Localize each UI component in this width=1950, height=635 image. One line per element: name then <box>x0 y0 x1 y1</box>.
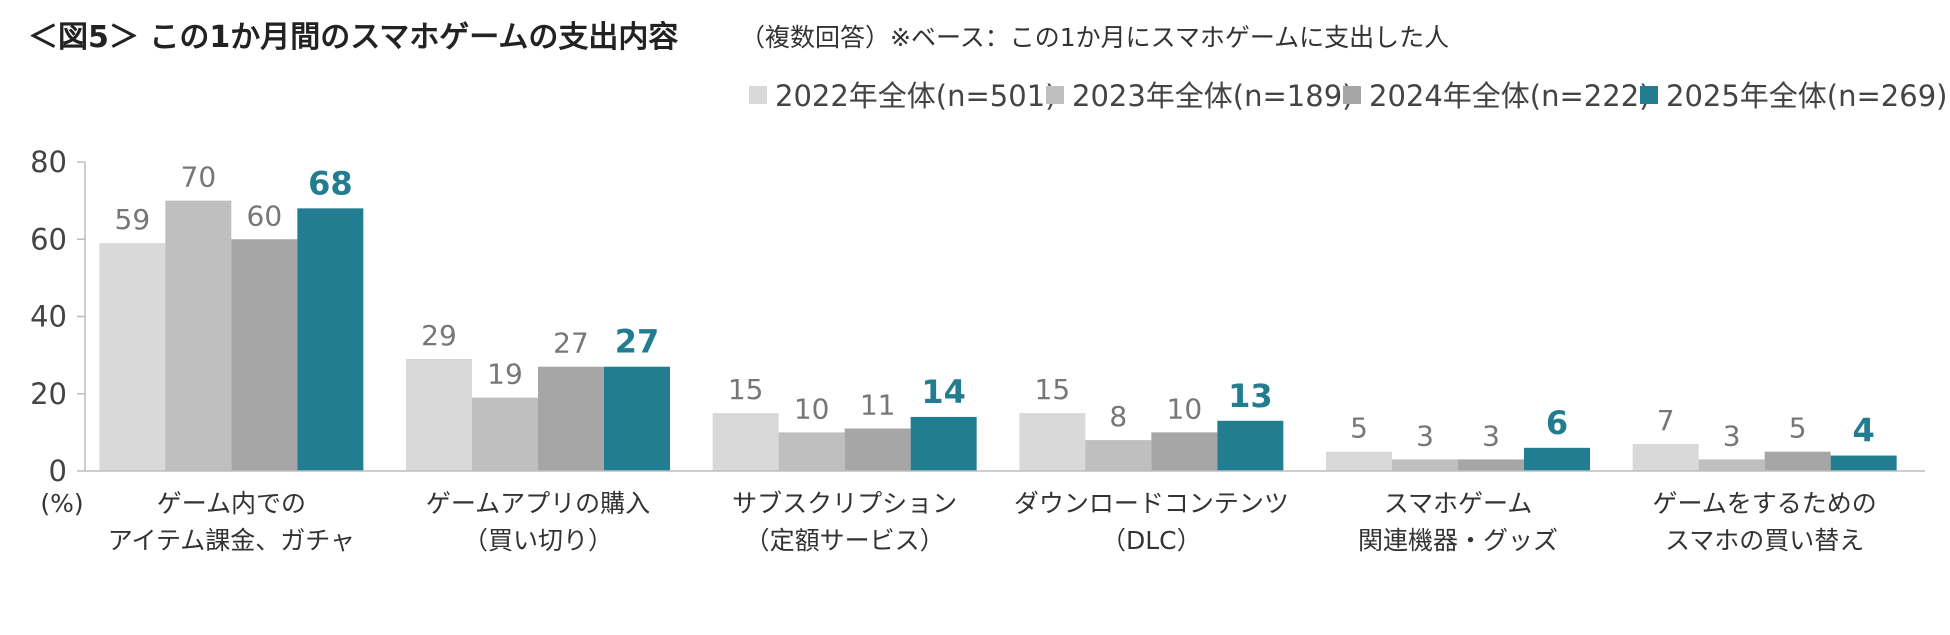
x-category-label: （DLC） <box>1101 526 1202 555</box>
y-tick-label: 80 <box>30 145 67 179</box>
bar <box>1217 420 1284 471</box>
bar <box>538 366 604 471</box>
bar <box>844 428 911 471</box>
y-tick-label: 0 <box>49 454 67 488</box>
data-label: 29 <box>421 319 457 352</box>
chart-title: ＜図5＞ この1か月間のスマホゲームの支出内容 <box>28 20 679 55</box>
y-tick-label: 20 <box>30 377 67 411</box>
x-category-label: 関連機器・グッズ <box>1358 526 1558 555</box>
data-label: 60 <box>247 199 283 232</box>
bar <box>1632 443 1699 471</box>
data-label: 19 <box>487 358 523 391</box>
data-label: 5 <box>1789 412 1807 445</box>
data-label: 27 <box>553 327 589 360</box>
data-label: 3 <box>1723 419 1741 452</box>
bar <box>406 358 472 471</box>
x-category-label: スマホゲーム <box>1384 489 1533 518</box>
chart-subtitle: （複数回答）※ベース：この1か月にスマホゲームに支出した人 <box>740 23 1450 52</box>
x-category-label: ゲーム内での <box>157 489 306 518</box>
bar <box>778 432 845 471</box>
y-axis-label: (%) <box>40 489 83 518</box>
data-label: 3 <box>1482 419 1500 452</box>
data-label: 70 <box>181 161 217 194</box>
bar <box>604 366 670 471</box>
data-label: 11 <box>860 389 896 422</box>
bar <box>1458 459 1524 471</box>
data-label: 6 <box>1546 404 1568 442</box>
x-category-label: （買い切り） <box>463 526 613 555</box>
legend-swatch <box>1046 86 1064 104</box>
y-tick-label: 60 <box>30 222 67 256</box>
legend-swatch <box>749 86 767 104</box>
data-label: 15 <box>1035 373 1071 406</box>
data-label: 8 <box>1109 400 1127 433</box>
data-label: 10 <box>794 392 830 425</box>
bar <box>1698 459 1765 471</box>
bar <box>472 397 538 471</box>
data-label: 3 <box>1416 419 1434 452</box>
bar <box>1326 451 1392 471</box>
legend-label: 2025年全体(n=269) <box>1666 79 1947 113</box>
x-category-label: ダウンロードコンテンツ <box>1014 489 1289 518</box>
data-label: 4 <box>1853 412 1875 450</box>
data-label: 10 <box>1167 392 1203 425</box>
data-label: 59 <box>115 203 151 236</box>
x-category-label: サブスクリプション <box>732 489 957 518</box>
y-tick-label: 40 <box>30 300 67 334</box>
bar <box>1524 447 1590 471</box>
bar <box>1764 451 1831 471</box>
bar <box>99 243 166 471</box>
bar <box>1085 440 1152 471</box>
bar <box>297 208 364 471</box>
bar <box>712 413 779 471</box>
data-label: 13 <box>1228 377 1273 415</box>
x-category-label: （定額サービス） <box>745 526 945 555</box>
bar <box>1830 455 1897 471</box>
legend-label: 2023年全体(n=189) <box>1072 79 1353 113</box>
x-category-label: ゲームをするための <box>1653 489 1877 518</box>
data-label: 14 <box>921 373 966 411</box>
legend-label: 2024年全体(n=222) <box>1369 79 1650 113</box>
legend-label: 2022年全体(n=501) <box>775 79 1056 113</box>
x-category-label: アイテム課金、ガチャ <box>108 526 355 555</box>
bar <box>910 416 977 471</box>
bar <box>231 239 298 471</box>
bar <box>1151 432 1218 471</box>
data-label: 15 <box>728 373 764 406</box>
bar <box>1019 413 1086 471</box>
data-label: 27 <box>615 323 660 361</box>
bar <box>1392 459 1458 471</box>
data-label: 5 <box>1350 412 1368 445</box>
bar <box>165 200 232 471</box>
x-category-label: ゲームアプリの購入 <box>426 489 650 518</box>
legend-swatch <box>1343 86 1361 104</box>
data-label: 68 <box>308 164 353 202</box>
x-category-label: スマホの買い替え <box>1665 526 1864 555</box>
legend-swatch <box>1640 86 1658 104</box>
data-label: 7 <box>1657 404 1675 437</box>
